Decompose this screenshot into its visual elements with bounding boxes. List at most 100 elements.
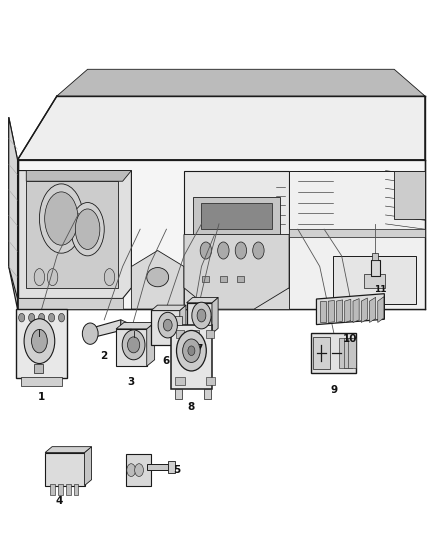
- Ellipse shape: [183, 339, 200, 362]
- Ellipse shape: [58, 313, 64, 322]
- Bar: [74, 484, 78, 495]
- Ellipse shape: [45, 192, 78, 245]
- Bar: [237, 276, 244, 282]
- Bar: [206, 377, 215, 385]
- Polygon shape: [193, 197, 280, 235]
- Polygon shape: [18, 96, 425, 160]
- Ellipse shape: [147, 268, 169, 287]
- Ellipse shape: [135, 464, 143, 477]
- Polygon shape: [378, 297, 384, 322]
- Ellipse shape: [104, 269, 115, 286]
- Bar: [176, 330, 184, 338]
- Polygon shape: [18, 160, 425, 309]
- Polygon shape: [152, 305, 186, 310]
- Bar: [371, 260, 380, 276]
- Polygon shape: [184, 171, 289, 309]
- Text: 1: 1: [38, 392, 45, 402]
- Text: 11: 11: [374, 285, 387, 294]
- Bar: [50, 484, 55, 495]
- Bar: [206, 330, 214, 338]
- Polygon shape: [187, 297, 218, 303]
- Bar: [344, 338, 352, 368]
- Bar: [220, 276, 227, 282]
- Polygon shape: [131, 251, 184, 309]
- Polygon shape: [180, 305, 186, 345]
- Polygon shape: [45, 447, 92, 453]
- Text: 6: 6: [162, 356, 169, 366]
- Bar: [21, 377, 63, 386]
- Polygon shape: [336, 300, 343, 322]
- Bar: [311, 333, 356, 373]
- Polygon shape: [26, 171, 131, 181]
- Bar: [34, 364, 43, 373]
- Polygon shape: [370, 297, 376, 322]
- Ellipse shape: [39, 313, 45, 322]
- Polygon shape: [333, 256, 416, 304]
- Polygon shape: [289, 171, 425, 309]
- Polygon shape: [9, 117, 18, 298]
- Polygon shape: [18, 171, 131, 298]
- Ellipse shape: [32, 329, 47, 353]
- Polygon shape: [121, 320, 131, 330]
- Polygon shape: [147, 464, 168, 470]
- Text: 4: 4: [56, 496, 63, 506]
- Polygon shape: [187, 303, 212, 334]
- Ellipse shape: [28, 313, 35, 322]
- Bar: [175, 377, 185, 385]
- Bar: [66, 484, 71, 495]
- Polygon shape: [116, 322, 155, 329]
- Ellipse shape: [82, 323, 98, 344]
- Polygon shape: [116, 329, 147, 366]
- Polygon shape: [87, 320, 121, 339]
- Ellipse shape: [49, 313, 55, 322]
- Ellipse shape: [71, 203, 104, 256]
- Bar: [191, 330, 199, 338]
- Polygon shape: [328, 301, 334, 322]
- Ellipse shape: [39, 184, 83, 253]
- Ellipse shape: [235, 242, 247, 259]
- Text: 2: 2: [101, 351, 108, 361]
- Polygon shape: [316, 294, 385, 325]
- Polygon shape: [26, 181, 118, 288]
- Ellipse shape: [163, 319, 172, 331]
- Bar: [170, 325, 212, 389]
- Ellipse shape: [47, 269, 58, 286]
- Polygon shape: [353, 298, 359, 322]
- Bar: [17, 309, 67, 378]
- Polygon shape: [289, 229, 425, 237]
- Polygon shape: [361, 298, 367, 322]
- Bar: [175, 389, 182, 399]
- Text: 5: 5: [173, 465, 180, 475]
- Ellipse shape: [34, 269, 45, 286]
- Bar: [58, 484, 63, 495]
- Ellipse shape: [158, 312, 177, 338]
- Polygon shape: [45, 453, 85, 486]
- Polygon shape: [57, 69, 425, 96]
- Polygon shape: [152, 310, 180, 345]
- Bar: [204, 316, 211, 325]
- Bar: [202, 276, 209, 282]
- Text: 7: 7: [196, 344, 203, 354]
- Polygon shape: [320, 301, 326, 322]
- Ellipse shape: [24, 319, 55, 364]
- Ellipse shape: [75, 209, 100, 249]
- Bar: [313, 337, 330, 369]
- Polygon shape: [18, 298, 123, 309]
- Ellipse shape: [192, 302, 211, 329]
- Ellipse shape: [18, 313, 25, 322]
- Ellipse shape: [127, 464, 136, 477]
- Polygon shape: [372, 253, 378, 260]
- Bar: [175, 316, 182, 325]
- Polygon shape: [394, 171, 425, 219]
- Polygon shape: [201, 203, 272, 229]
- Bar: [364, 274, 385, 288]
- Text: 9: 9: [330, 385, 337, 394]
- Polygon shape: [212, 297, 218, 334]
- Bar: [348, 338, 356, 368]
- Polygon shape: [168, 461, 176, 473]
- Ellipse shape: [218, 242, 229, 259]
- Bar: [339, 338, 347, 368]
- Polygon shape: [345, 299, 351, 322]
- Text: 8: 8: [188, 402, 195, 413]
- Polygon shape: [85, 447, 92, 486]
